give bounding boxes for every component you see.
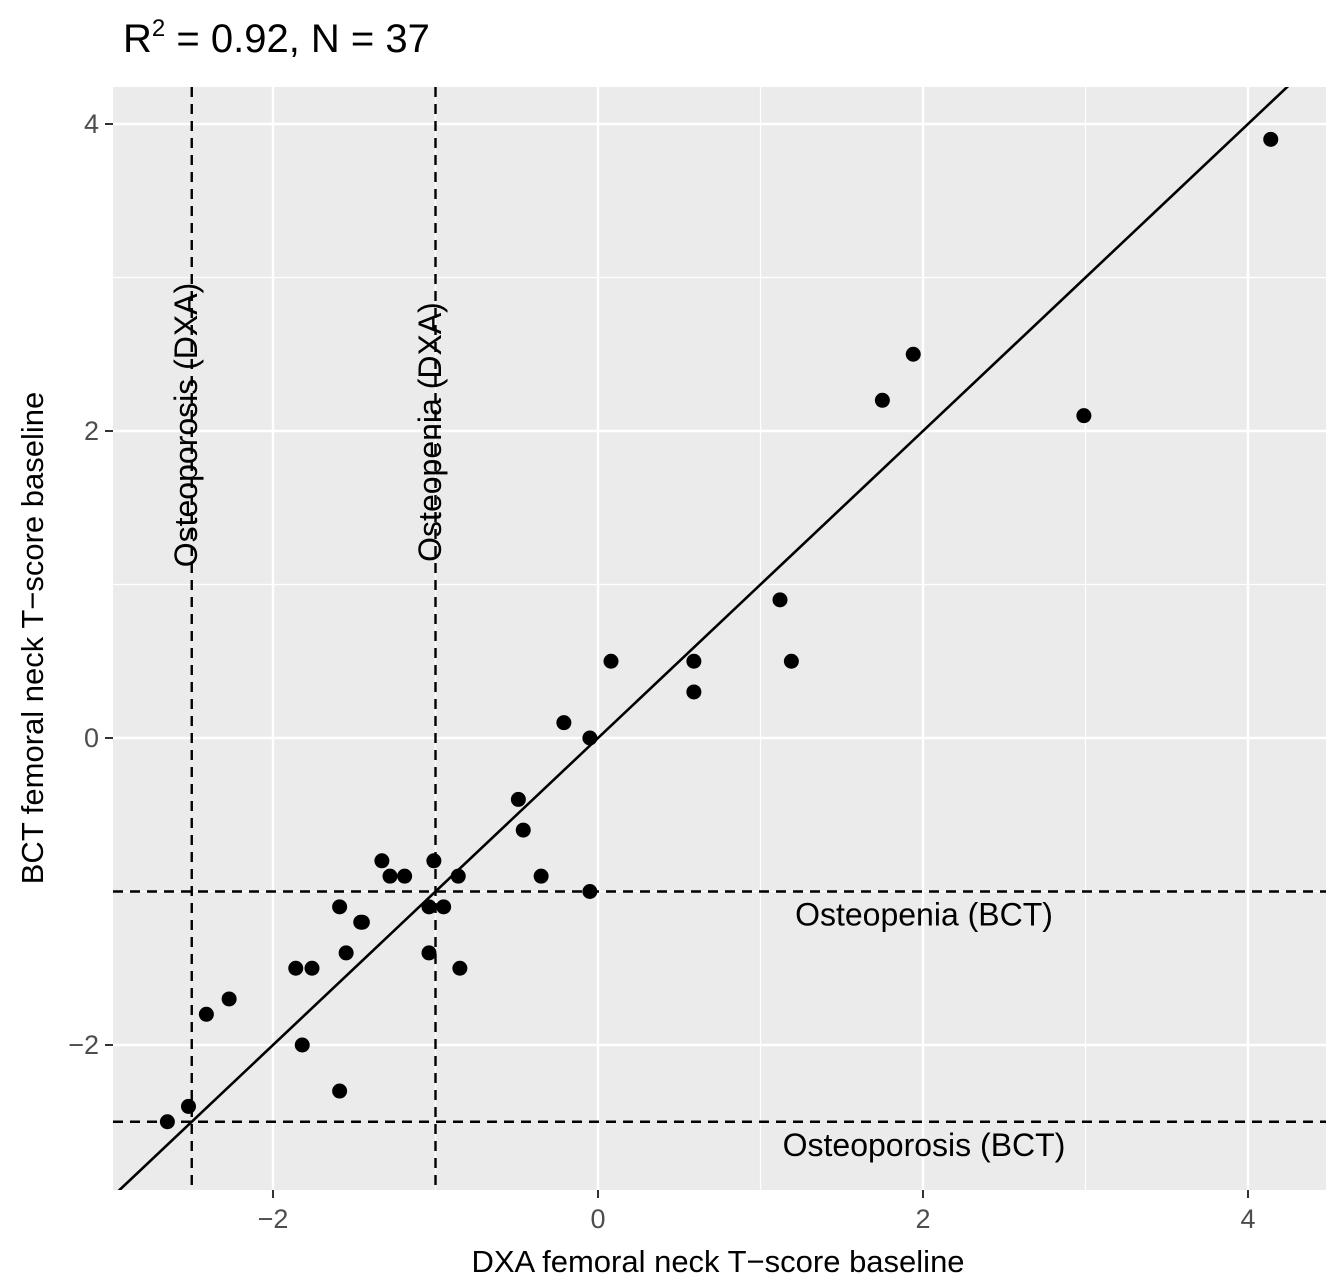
data-point [783,653,799,669]
data-point [582,884,598,899]
data-point [874,392,890,408]
horizontal-reference-label: Osteopenia (BCT) [795,897,1053,933]
data-point [421,945,437,961]
data-point [294,1037,310,1053]
x-tick-label: −2 [258,1204,289,1234]
vertical-reference-label: Osteoporosis (DXA) [168,283,204,568]
y-axis: −2 0 2 4 [68,109,113,1060]
data-point [288,960,304,976]
major-gridlines [113,87,1326,1190]
data-point [332,899,348,915]
minor-gridlines [113,87,1326,1190]
data-point [556,715,572,731]
data-point [198,1006,214,1022]
data-point [686,684,702,700]
x-tick-label: 2 [915,1204,930,1234]
data-point [304,960,320,976]
title-suffix: = 0.92, N = 37 [165,17,430,61]
y-tick-label: 0 [84,723,99,753]
data-point [354,914,370,930]
fit-line-group [117,87,1290,1190]
x-axis-title: DXA femoral neck T−score baseline [471,1244,964,1279]
data-point [582,730,598,746]
vertical-reference-label: Osteopenia (DXA) [412,302,448,562]
data-point [426,853,442,869]
y-tick-label: 2 [84,416,99,446]
title-superscript: 2 [152,15,165,42]
reference-line-labels: Osteoporosis (DXA) Osteopenia (DXA) Osteop… [168,283,1065,1163]
data-point [515,822,531,838]
data-point [603,653,619,669]
fit-line [117,87,1290,1190]
horizontal-reference-label: Osteoporosis (BCT) [783,1127,1066,1163]
data-point [338,945,354,961]
data-point [510,791,526,807]
data-point [1076,408,1092,424]
y-axis-title: BCT femoral neck T−score baseline [15,392,50,885]
data-point [332,1083,348,1099]
data-point [686,653,702,669]
data-point [452,960,468,976]
data-point [382,868,398,884]
x-axis: −2 0 2 4 [258,1190,1256,1234]
data-point [221,991,237,1007]
x-tick-label: 4 [1240,1204,1255,1234]
data-point [533,868,549,884]
title-prefix: R [123,17,152,61]
data-point [374,853,390,869]
data-point [1263,131,1279,147]
chart-title: R2 = 0.92, N = 37 [123,15,430,61]
data-points [159,131,1279,1130]
data-point [159,1114,175,1130]
reference-lines [113,87,1326,1190]
data-point [421,899,437,915]
data-point [436,899,452,915]
data-point [397,868,413,884]
y-tick-label: −2 [68,1030,99,1060]
x-tick-label: 0 [590,1204,605,1234]
data-point [181,1098,196,1114]
data-point [450,868,466,884]
y-tick-label: 4 [84,109,99,139]
data-point [905,346,921,362]
data-point [772,592,788,608]
